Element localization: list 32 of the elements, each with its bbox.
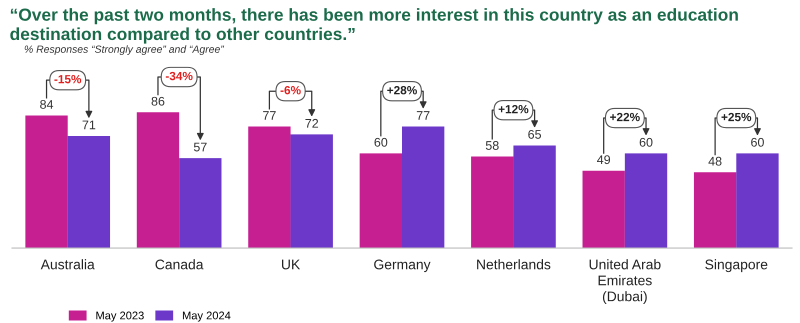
data-label: 65 [528,130,542,139]
annotation: +22% [610,112,640,122]
data-label: 60 [374,138,388,147]
annotation: +12% [498,104,528,114]
text: -15% [54,75,82,84]
data-label: 57 [194,142,207,152]
x-tick-label: UK [282,260,300,270]
data-label: 72 [305,118,318,128]
data-label: 84 [40,100,54,109]
annotation: +25% [722,112,752,122]
data-label: 48 [708,156,722,166]
text: -34% [166,72,193,80]
data-label: 77 [263,111,276,120]
data-label: 77 [416,111,430,120]
data-label: 58 [486,141,499,150]
x-tick-label: United Arab Emirates (Dubai) [590,259,661,304]
chart-title: “Over the past two months, there has been more interest in this country as an education destination compared to other countries.” [10,8,738,44]
x-tick-label: Canada [156,259,204,270]
text: +28% [387,86,417,94]
data-label: 86 [152,96,164,106]
text: -6% [280,86,301,94]
data-label: 60 [640,138,652,147]
x-tick-label: Germany [374,260,431,272]
legend-label: May 2023 [96,312,144,322]
x-tick-label: Netherlands [477,259,550,270]
x-tick-label: Singapore [705,259,768,272]
data-label: 60 [751,138,764,147]
legend-label: May 2024 [182,312,231,322]
data-label: 71 [82,120,96,130]
data-label: 49 [597,155,610,164]
chart-subtitle: % Responses “Strongly agree” and “Agree” [24,45,224,55]
x-tick-label: Australia [40,259,95,270]
